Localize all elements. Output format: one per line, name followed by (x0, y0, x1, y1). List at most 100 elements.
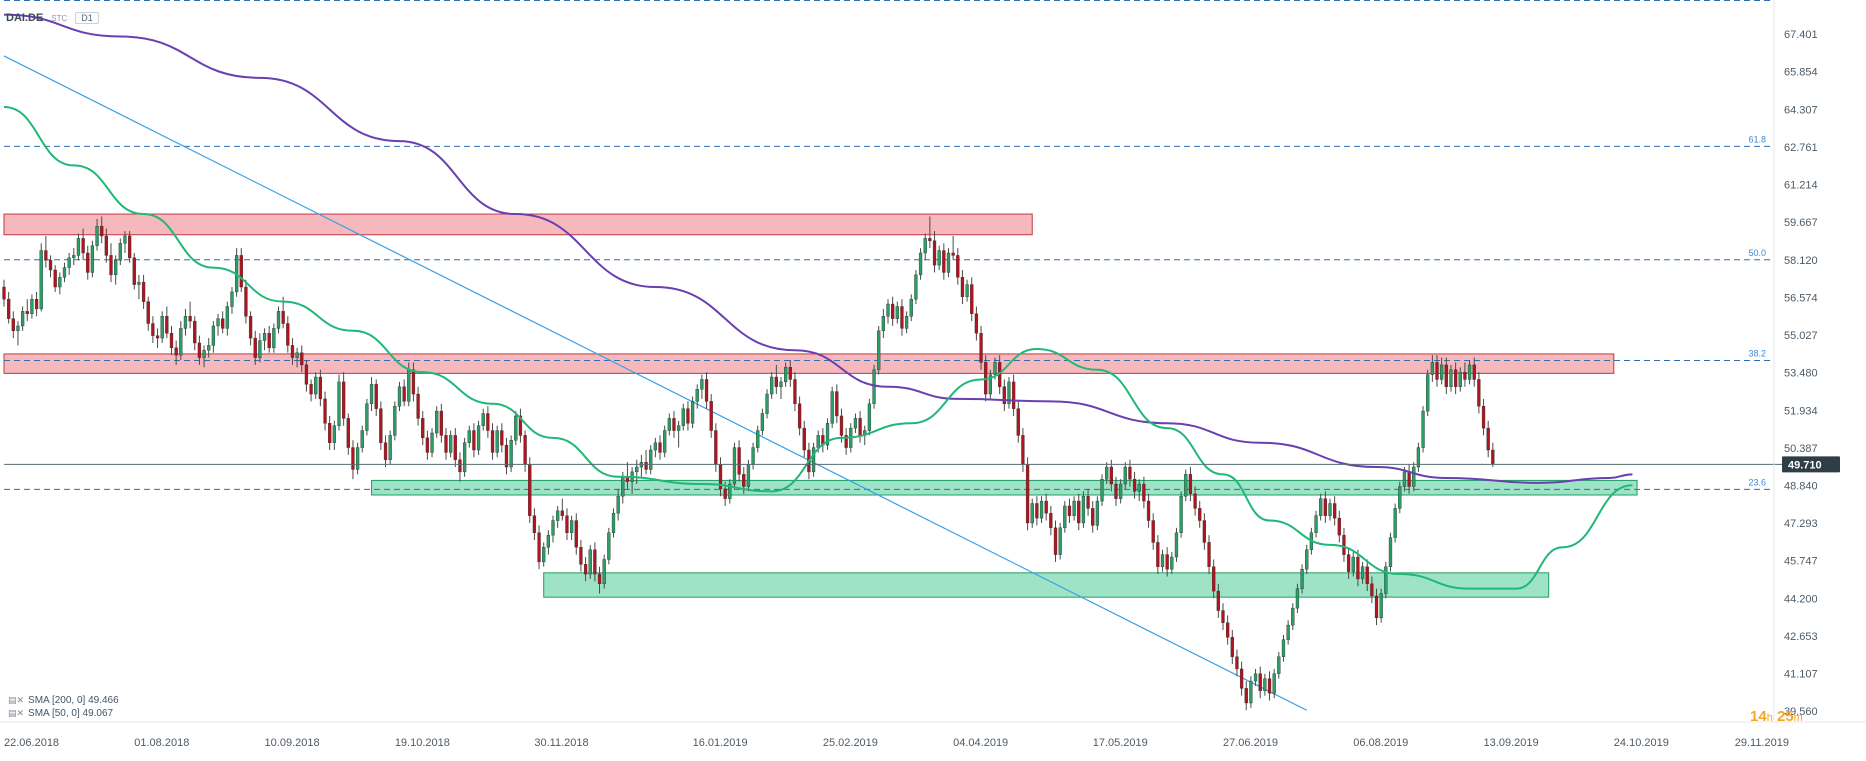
candle-body (756, 430, 760, 448)
candle-body (509, 440, 513, 468)
candle-body (551, 520, 555, 536)
candle-body (593, 549, 597, 575)
y-tick-label: 48.840 (1784, 481, 1818, 493)
candle-body (895, 306, 899, 319)
candle-body (867, 403, 872, 431)
candle-body (1486, 427, 1490, 451)
candle-body (137, 281, 141, 285)
candle-body (332, 425, 336, 443)
settings-close-icon[interactable]: ▤✕ (8, 708, 25, 718)
indicator-tag[interactable]: STC (51, 13, 68, 23)
fib-level-label: 50.0 (1748, 248, 1766, 258)
candle-body (597, 573, 602, 584)
candle-body (374, 384, 378, 409)
candle-body (239, 255, 243, 288)
candle-body (574, 520, 578, 548)
candle-body (1063, 505, 1067, 529)
candle-body (449, 435, 453, 453)
candle-body (318, 376, 323, 400)
candle-body (686, 408, 690, 424)
candle-body (881, 316, 885, 332)
candle-body (1128, 466, 1132, 480)
y-tick-label: 47.293 (1784, 518, 1818, 530)
candle-body (1170, 556, 1174, 570)
settings-close-icon[interactable]: ▤✕ (8, 695, 25, 705)
candle-body (569, 520, 574, 533)
candle-body (481, 413, 485, 426)
candle-body (956, 255, 960, 278)
candle-body (1407, 471, 1411, 487)
candle-body (932, 240, 937, 266)
candle-body (416, 393, 420, 419)
trendline-layer[interactable] (3, 55, 1308, 711)
candle-body (7, 298, 11, 319)
candle-body (1277, 656, 1281, 674)
legend-sma50[interactable]: ▤✕ SMA [50, 0] 49.067 (8, 707, 119, 720)
candle-body (95, 226, 99, 246)
candle-body (1444, 364, 1448, 387)
candle-body (1030, 503, 1034, 524)
x-axis[interactable]: 22.06.2018 01.08.2018 10.09.2018 19.10.2018… (0, 721, 1866, 749)
candle-body (1156, 542, 1160, 567)
candle-body (653, 442, 658, 451)
candle-body (1239, 668, 1244, 689)
candle-body (1323, 498, 1327, 516)
candle-body (560, 510, 564, 516)
sma-layer (3, 13, 1633, 590)
candle-body (1221, 610, 1225, 623)
candle-body (1286, 624, 1290, 640)
trendline[interactable] (3, 55, 1308, 711)
candle-body (81, 238, 85, 254)
candle-body (607, 532, 611, 560)
x-tick-label: 04.04.2019 (953, 737, 1008, 749)
x-tick-label: 22.06.2018 (4, 737, 59, 749)
candle-body (1007, 381, 1011, 404)
legend-sma200-label: SMA [200, 0] 49.466 (28, 695, 119, 706)
candle-body (1174, 532, 1179, 558)
y-axis[interactable]: 67.401 65.854 64.307 62.761 61.214 59.667 58.1… (1773, 0, 1818, 720)
legend-sma200[interactable]: ▤✕ SMA [200, 0] 49.466 (8, 694, 119, 707)
candle-body (886, 303, 890, 317)
candle-body (323, 398, 327, 424)
candle-body (542, 547, 546, 563)
candle-body (746, 464, 751, 487)
candle-body (1142, 483, 1146, 502)
candle-body (462, 442, 467, 473)
candle-body (341, 381, 346, 419)
y-tick-label: 51.934 (1784, 405, 1818, 417)
x-tick-label: 17.05.2019 (1093, 737, 1148, 749)
symbol-label[interactable]: DAI.DE (6, 12, 44, 24)
candle-body (197, 342, 202, 358)
candle-body (123, 235, 127, 244)
candle-body (830, 391, 834, 424)
candle-body (797, 403, 802, 429)
candle-body (1263, 678, 1267, 692)
candle-body (244, 286, 248, 317)
candle-body (1118, 483, 1123, 499)
candle-body (732, 447, 737, 485)
candle-body (174, 347, 178, 356)
y-tick-label: 64.307 (1784, 104, 1818, 116)
current-price-label: 49.710 (1788, 459, 1822, 471)
candle-body (421, 418, 425, 439)
candle-body (1272, 673, 1276, 694)
candle-body (1426, 374, 1430, 412)
candle-body (458, 459, 462, 473)
candle-body (1472, 364, 1476, 380)
chart-header: DAI.DE STC D1 (6, 10, 99, 26)
candle-body (369, 384, 374, 404)
candle-body (267, 333, 271, 349)
timeframe-button[interactable]: D1 (75, 12, 99, 24)
y-tick-label: 41.107 (1784, 669, 1818, 681)
candle-body (444, 435, 448, 453)
candle-body (295, 352, 299, 358)
y-tick-label: 53.480 (1784, 368, 1818, 380)
candle-body (1360, 566, 1365, 580)
candle-body (118, 243, 122, 261)
candle-body (188, 316, 192, 322)
x-tick-label: 29.11.2019 (1735, 737, 1789, 749)
candle-body (281, 311, 285, 324)
candle-body (425, 437, 430, 453)
